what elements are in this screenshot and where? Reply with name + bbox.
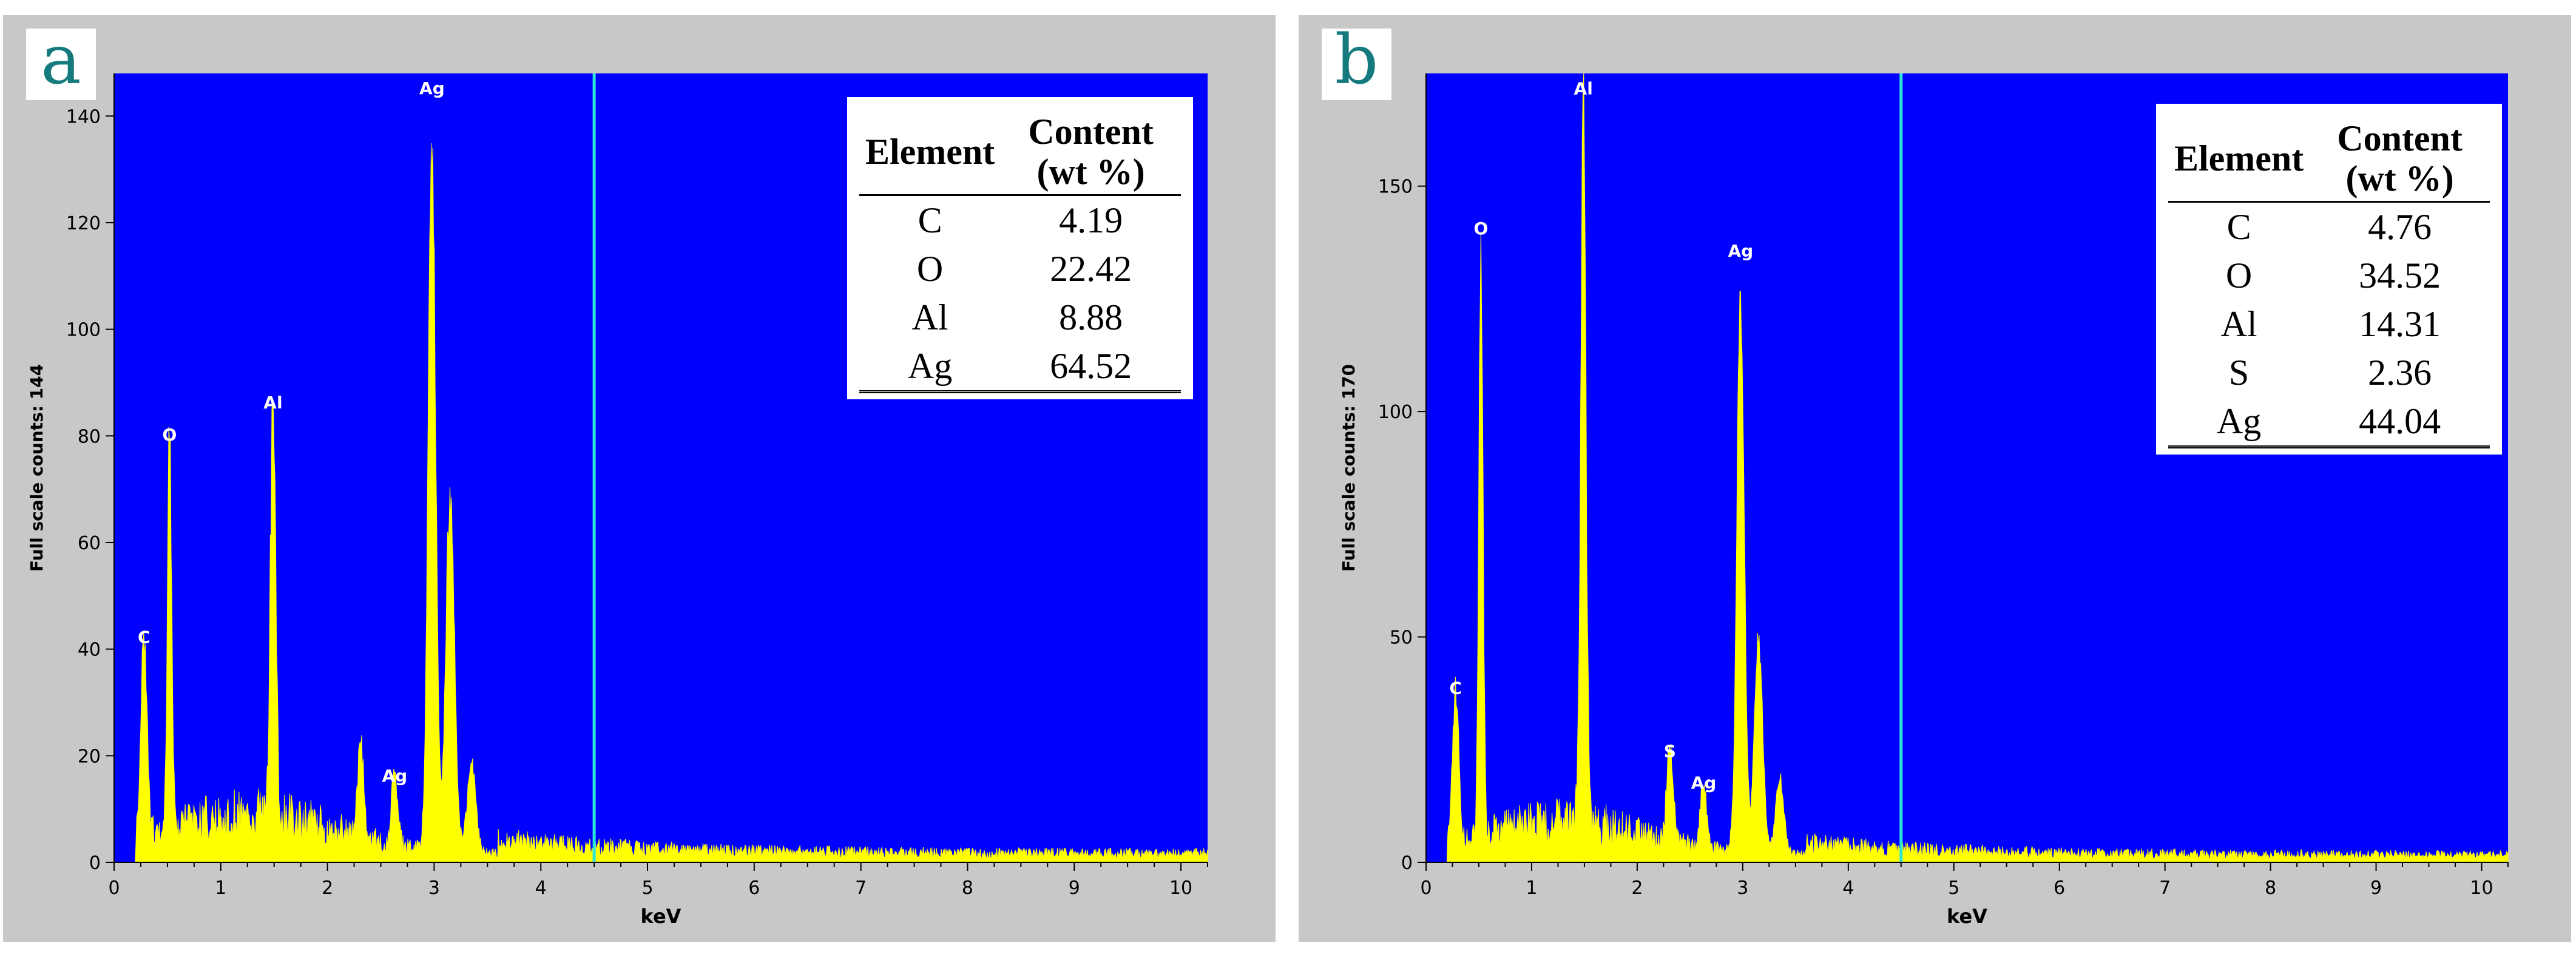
element-cell: Ag [907, 346, 953, 386]
x-tick-label: 3 [428, 878, 440, 899]
table-row: C 4.76 [2168, 202, 2490, 252]
spectrum-trace [114, 143, 1208, 863]
x-tick-label: 1 [1526, 878, 1537, 899]
header-element: Element [2174, 138, 2304, 178]
content-cell: 8.88 [1059, 297, 1123, 337]
y-tick-label: 0 [1401, 853, 1413, 874]
y-tick-label: 20 [78, 746, 101, 767]
content-cell: 2.36 [2368, 353, 2432, 393]
x-tick-label: 4 [535, 878, 547, 899]
y-tick-label: 50 [1390, 627, 1413, 649]
x-tick-label: 9 [2370, 878, 2382, 899]
x-tick-label: 8 [2265, 878, 2276, 899]
x-tick-label: 6 [748, 878, 760, 899]
x-tick-label: 0 [108, 878, 120, 899]
spectrum-trace [1426, 73, 2509, 863]
peak-label: C [138, 627, 150, 648]
table-row: Ag 64.52 [859, 342, 1181, 392]
panel-label-a: a [26, 26, 96, 100]
table-row: C 4.19 [859, 195, 1181, 245]
x-tick-label: 6 [2054, 878, 2065, 899]
x-tick-label: 3 [1737, 878, 1748, 899]
content-cell: 34.52 [2359, 255, 2441, 296]
element-cell: O [916, 249, 944, 289]
peak-label: Ag [419, 78, 445, 98]
y-tick-label: 140 [66, 106, 101, 127]
peak-label: O [1474, 218, 1489, 238]
x-tick-label: 2 [322, 878, 333, 899]
element-cell: C [918, 200, 942, 240]
x-tick-label: 10 [2470, 878, 2493, 899]
x-tick-label: 2 [1631, 878, 1643, 899]
x-tick-label: 5 [1948, 878, 1959, 899]
x-tick-label: 0 [1420, 878, 1432, 899]
panel-label-b: b [1322, 26, 1391, 100]
y-tick-label: 60 [78, 533, 101, 554]
content-cell: 64.52 [1050, 346, 1132, 386]
peak-label: S [1664, 742, 1676, 762]
content-cell: 22.42 [1050, 249, 1132, 289]
element-cell: S [2228, 353, 2250, 393]
x-tick-label: 4 [1842, 878, 1854, 899]
y-tick-label: 80 [78, 426, 101, 447]
y-tick-label: 100 [66, 320, 101, 341]
peak-label: Al [263, 393, 282, 413]
header-element: Element [865, 132, 995, 172]
y-tick-label: 40 [78, 640, 101, 661]
y-tick-label: 120 [66, 213, 101, 234]
table-row: O 34.52 [2168, 251, 2490, 300]
content-cell: 4.76 [2368, 207, 2432, 247]
element-cell: Al [2220, 304, 2257, 344]
peak-label: Al [1574, 79, 1593, 99]
peak-label: O [163, 425, 177, 445]
header-content: Content (wt %) [2337, 118, 2463, 198]
peak-label: Ag [382, 766, 408, 786]
element-cell: Al [911, 297, 948, 337]
composition-table-b: Element Content (wt %) C 4.76 O 34.52 Al [2156, 104, 2502, 455]
header-content: Content (wt %) [1028, 112, 1154, 192]
x-axis-label: keV [641, 905, 681, 928]
table-header-row: Element Content (wt %) [859, 109, 1181, 195]
composition-table-a: Element Content (wt %) C 4.19 O 22.42 Al [847, 97, 1193, 399]
peak-label: Ag [1691, 773, 1717, 793]
panel-b: C O Al S Ag Ag 0 1 2 3 4 5 6 7 8 9 10 0 50 100 150 keV Full sc… [1299, 15, 2571, 942]
x-tick-label: 7 [855, 878, 867, 899]
element-cell: O [2225, 255, 2253, 296]
x-axis-label: keV [1947, 905, 1987, 928]
y-tick-label: 100 [1378, 402, 1413, 423]
x-tick-label: 1 [215, 878, 226, 899]
table-row: Ag 44.04 [2168, 397, 2490, 447]
element-cell: Ag [2216, 401, 2262, 441]
peak-label: C [1449, 678, 1462, 698]
peak-label: Ag [1728, 241, 1754, 261]
y-axis-label: Full scale counts: 144 [27, 364, 47, 572]
table-header-row: Element Content (wt %) [2168, 116, 2490, 202]
y-axis-label: Full scale counts: 170 [1339, 364, 1359, 572]
x-tick-label: 10 [1169, 878, 1192, 899]
table-row: Al 8.88 [859, 293, 1181, 342]
x-tick-label: 9 [1069, 878, 1080, 899]
panel-a: C O Al Ag Ag 0 1 2 3 4 5 6 7 8 9 10 0 20 40 60 80 100 120 140 ke… [3, 15, 1276, 942]
table-row: Al 14.31 [2168, 300, 2490, 348]
table-row: O 22.42 [859, 245, 1181, 293]
y-tick-label: 0 [89, 853, 101, 874]
element-cell: C [2226, 207, 2251, 247]
content-cell: 14.31 [2359, 304, 2441, 344]
y-tick-label: 150 [1378, 177, 1413, 198]
table-row: S 2.36 [2168, 348, 2490, 397]
content-cell: 44.04 [2359, 401, 2441, 441]
x-tick-label: 8 [962, 878, 973, 899]
x-tick-label: 5 [641, 878, 653, 899]
x-tick-label: 7 [2159, 878, 2171, 899]
content-cell: 4.19 [1059, 200, 1123, 240]
